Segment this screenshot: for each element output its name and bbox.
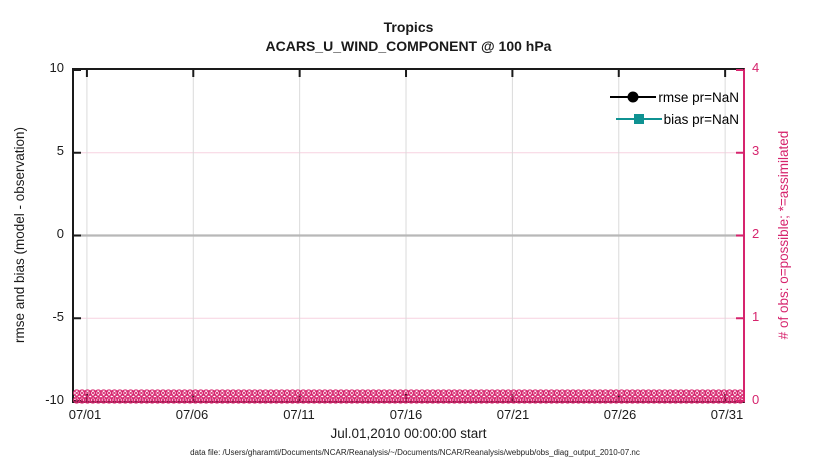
right-ytick-2: 2 — [752, 226, 760, 241]
legend-label-rmse: rmse pr=NaN — [658, 89, 739, 105]
right-ytick-4: 4 — [752, 60, 760, 75]
right-axis-label: # of obs: o=possible; *=assimilated — [776, 130, 791, 340]
left-axis-label: rmse and bias (model - observation) — [12, 126, 27, 344]
bias-square-marker-icon — [633, 114, 644, 124]
xtick-07-31: 07/31 — [710, 407, 744, 422]
chart-title: Tropics ACARS_U_WIND_COMPONENT @ 100 hPa — [72, 18, 745, 56]
xtick-07-21: 07/21 — [496, 407, 530, 422]
rmse-line-sample — [610, 91, 657, 104]
plot-canvas — [73, 69, 744, 404]
right-ytick-3: 3 — [752, 143, 760, 158]
legend-item-bias: bias pr=NaN — [610, 108, 739, 130]
xtick-07-01: 07/01 — [68, 407, 102, 422]
xtick-07-11: 07/11 — [283, 407, 315, 422]
legend: rmse pr=NaN bias pr=NaN — [610, 86, 739, 130]
left-ytick-10: 10 — [49, 60, 64, 75]
left-ytick--10: -10 — [45, 392, 64, 407]
right-ytick-0: 0 — [752, 392, 760, 407]
x-axis-label: Jul.01,2010 00:00:00 start — [330, 426, 487, 441]
left-ytick--5: -5 — [52, 309, 64, 324]
title-line-region: Tropics — [383, 19, 434, 35]
bias-line-sample — [615, 113, 662, 126]
legend-item-rmse: rmse pr=NaN — [610, 86, 739, 108]
right-ytick-1: 1 — [752, 309, 760, 324]
rmse-circle-marker-icon — [627, 91, 639, 103]
plot-area: rmse pr=NaN bias pr=NaN — [72, 68, 745, 404]
left-ytick-0: 0 — [56, 226, 64, 241]
left-ytick-5: 5 — [56, 143, 64, 158]
xtick-07-06: 07/06 — [175, 407, 209, 422]
legend-label-bias: bias pr=NaN — [663, 111, 739, 127]
xtick-07-26: 07/26 — [603, 407, 637, 422]
xtick-07-16: 07/16 — [389, 407, 423, 422]
data-file-caption: data file: /Users/gharamti/Documents/NCA… — [190, 448, 640, 457]
title-line-variable: ACARS_U_WIND_COMPONENT @ 100 hPa — [265, 38, 552, 54]
